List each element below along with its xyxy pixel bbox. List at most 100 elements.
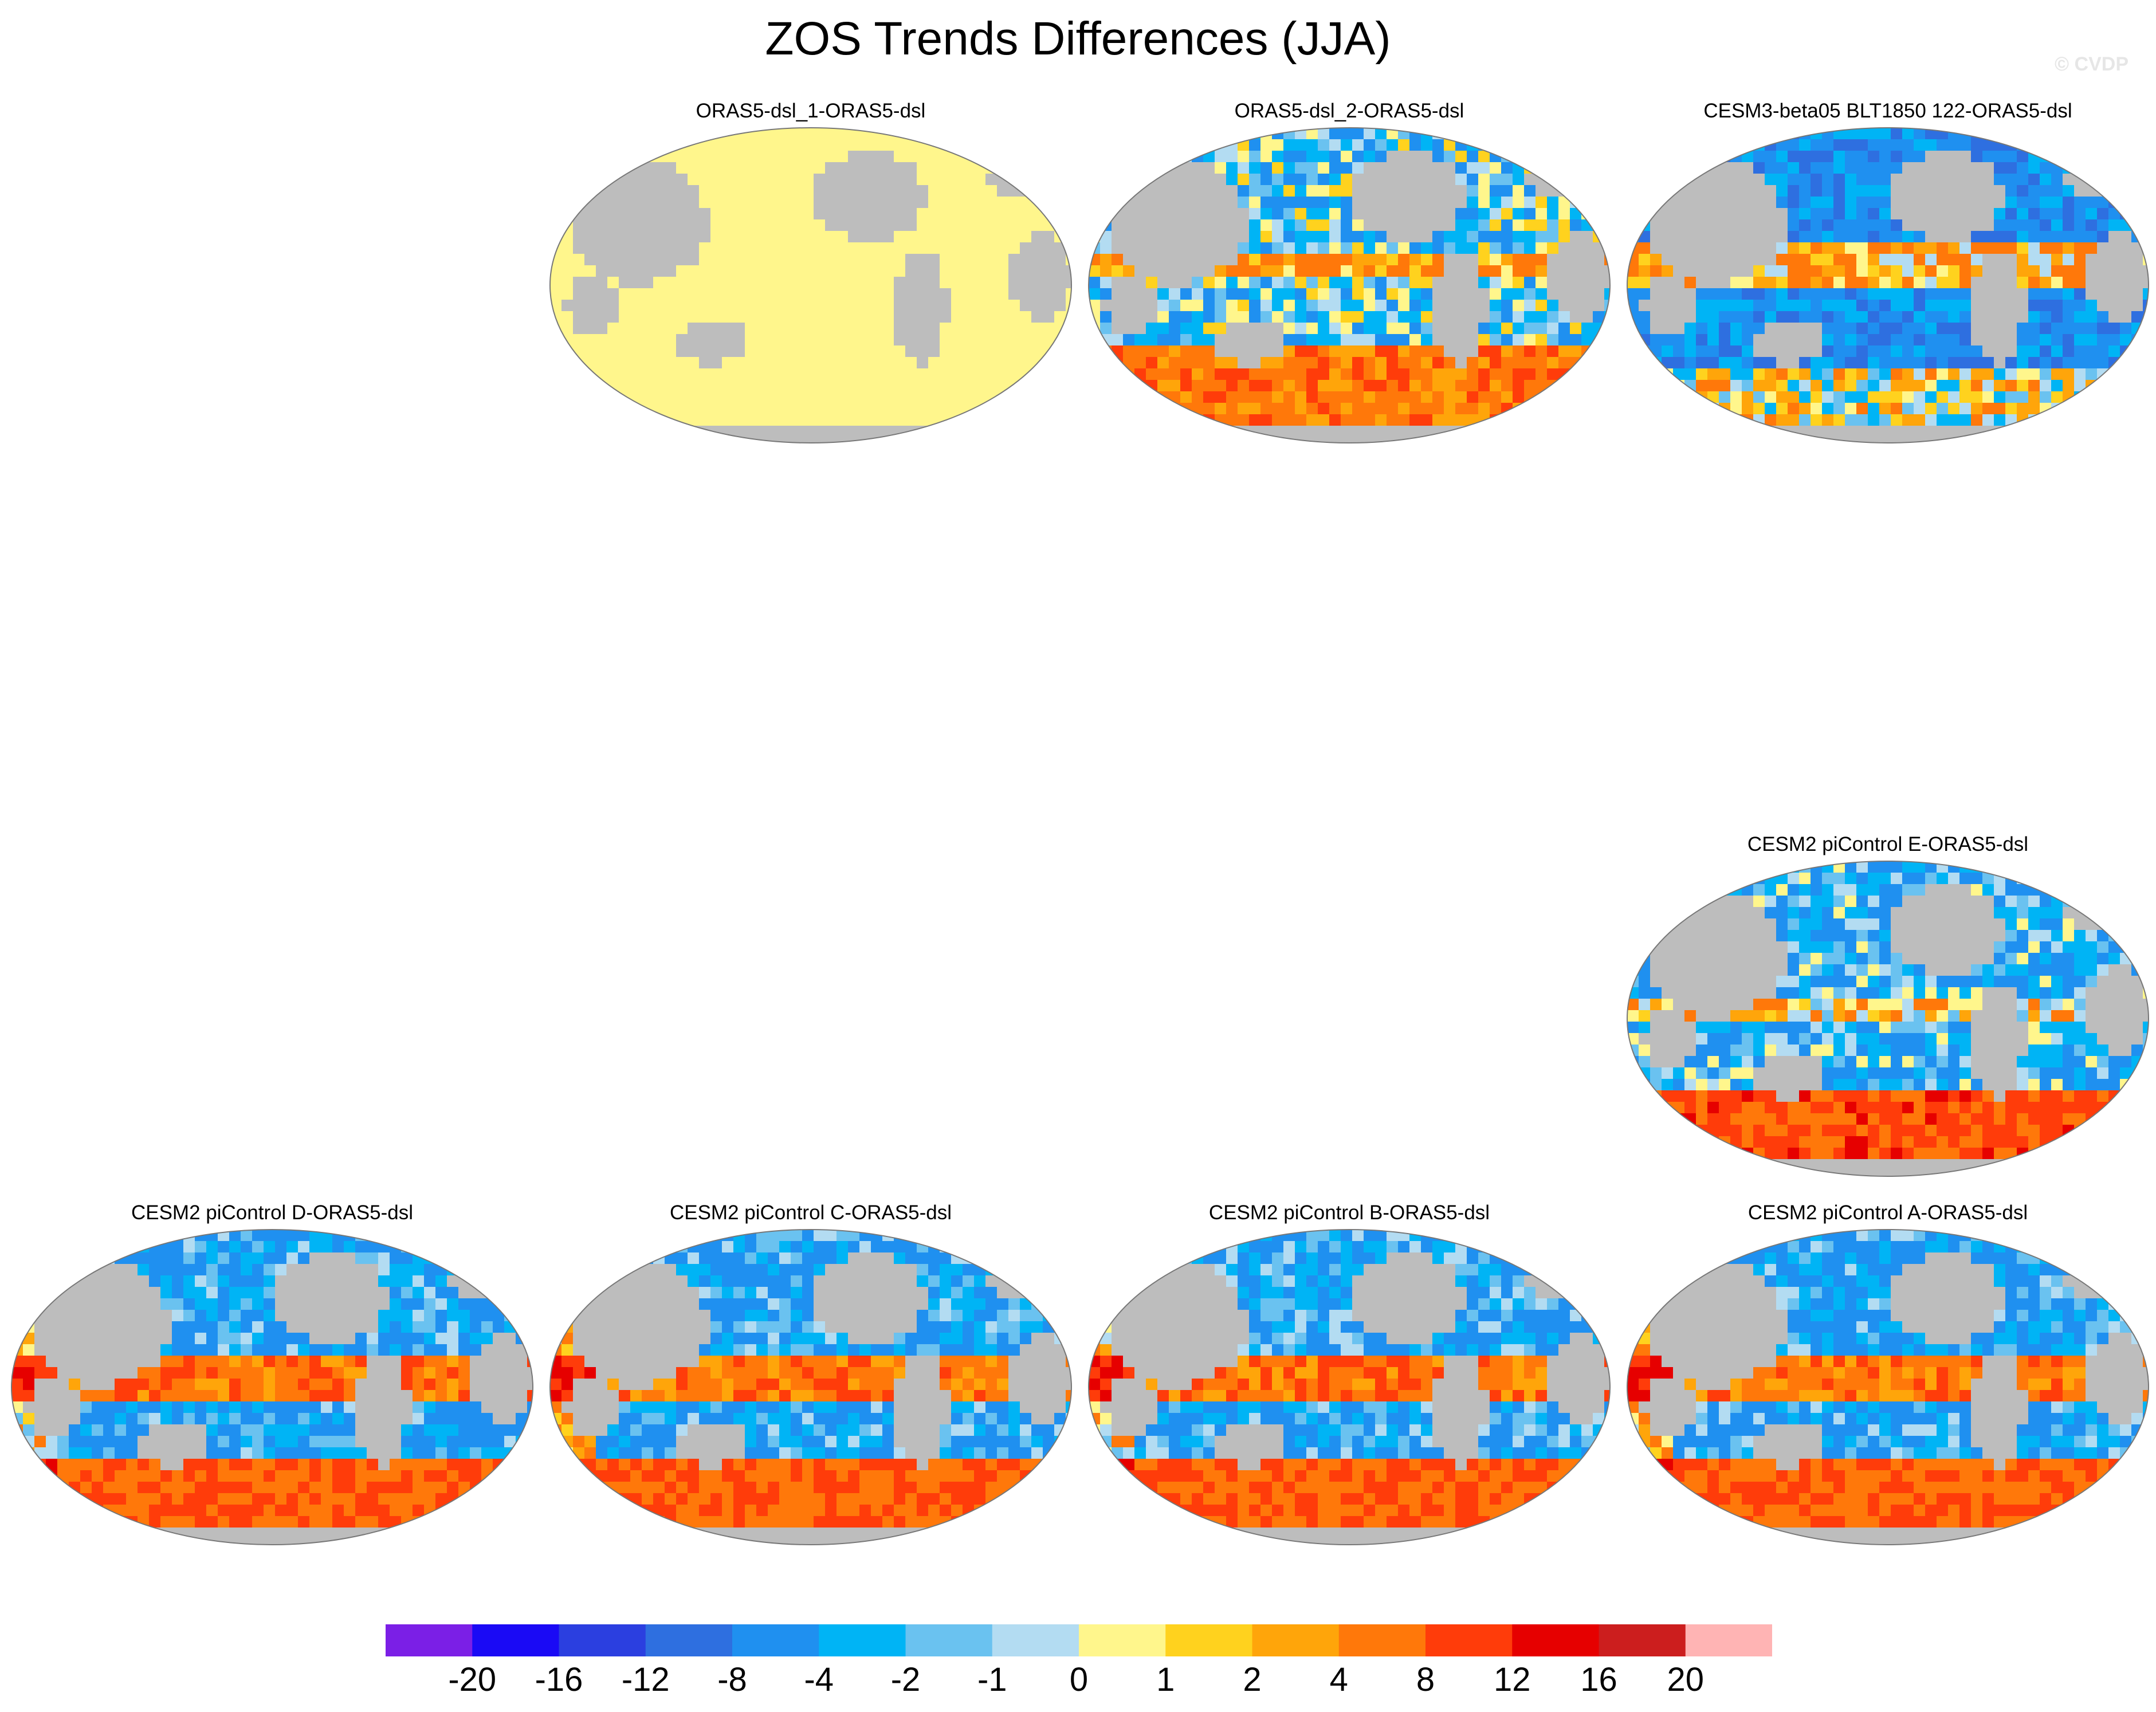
ocean-cell [1868, 987, 1880, 999]
land-cell [1948, 930, 1960, 942]
ocean-cell [1925, 1033, 1937, 1045]
ocean-cell [1318, 277, 1330, 289]
ocean-cell [2120, 1090, 2132, 1102]
ocean-cell [653, 128, 665, 140]
ocean-cell [2143, 1113, 2149, 1125]
ocean-cell [1387, 391, 1399, 403]
land-cell [1948, 884, 1960, 896]
ocean-cell [1948, 1045, 1960, 1057]
ocean-cell [917, 174, 929, 186]
ocean-cell [1788, 311, 1800, 323]
ocean-cell [642, 128, 654, 140]
ocean-cell [1593, 403, 1605, 415]
ocean-cell [665, 403, 677, 415]
ocean-cell [1948, 334, 1960, 346]
ocean-cell [1914, 1022, 1926, 1034]
ocean-cell [1937, 987, 1949, 999]
ocean-cell [1192, 139, 1204, 151]
ocean-cell [1811, 976, 1823, 988]
land-cell [1421, 151, 1433, 163]
land-cell [825, 162, 837, 174]
ocean-cell [2086, 1102, 2098, 1114]
ocean-cell [1822, 1102, 1834, 1114]
land-cell [1730, 964, 1742, 976]
ocean-cell [1856, 896, 1868, 908]
land-cell [2097, 277, 2109, 289]
ocean-cell [1799, 1102, 1811, 1114]
land-cell [1467, 345, 1479, 358]
ocean-cell [1811, 403, 1823, 415]
ocean-cell [722, 288, 734, 300]
land-cell [1753, 174, 1765, 186]
ocean-cell [1948, 1102, 1960, 1114]
ocean-cell [2005, 380, 2017, 392]
land-cell [1959, 964, 1972, 976]
land-cell [1570, 254, 1582, 266]
ocean-cell [1020, 219, 1032, 231]
land-cell [1684, 219, 1696, 231]
ocean-cell [1146, 128, 1158, 140]
ocean-cell [1937, 357, 1949, 369]
ocean-cell [1513, 219, 1525, 231]
ocean-cell [1409, 380, 1421, 392]
ocean-cell [951, 208, 963, 220]
ocean-cell [1513, 345, 1525, 358]
ocean-cell [1283, 380, 1295, 392]
land-cell [1673, 231, 1685, 243]
ocean-cell [2028, 185, 2040, 197]
ocean-cell [825, 265, 837, 277]
land-cell [1707, 953, 1719, 965]
ocean-cell [1742, 861, 1754, 873]
ocean-cell [2051, 976, 2063, 988]
ocean-cell [2040, 254, 2052, 266]
ocean-cell [1811, 999, 1823, 1011]
ocean-cell [848, 254, 860, 266]
land-cell [1169, 208, 1181, 220]
ocean-cell [2074, 884, 2086, 896]
land-cell [1558, 174, 1570, 186]
ocean-cell [1112, 128, 1124, 140]
ocean-cell [1112, 151, 1124, 163]
ocean-cell [1879, 976, 1891, 988]
ocean-cell [1604, 128, 1610, 140]
land-cell [1581, 162, 1593, 174]
ocean-cell [1788, 907, 1800, 919]
ocean-cell [1409, 288, 1421, 300]
ocean-cell [1719, 1022, 1731, 1034]
ocean-cell [2051, 1125, 2063, 1137]
ocean-cell [1547, 139, 1559, 151]
ocean-cell [596, 334, 608, 346]
land-cell [1765, 345, 1777, 358]
ocean-cell [1123, 334, 1135, 346]
ocean-cell [2063, 1090, 2075, 1102]
land-cell [1134, 323, 1146, 335]
ocean-cell [791, 242, 803, 254]
ocean-cell [1627, 208, 1639, 220]
ocean-cell [1306, 185, 1318, 197]
land-cell [1776, 1056, 1788, 1068]
land-cell [1547, 437, 1559, 443]
land-cell [1375, 437, 1387, 443]
ocean-cell [1272, 357, 1284, 369]
ocean-cell [1604, 345, 1610, 358]
ocean-cell [1799, 128, 1811, 140]
land-cell [1650, 197, 1662, 209]
land-cell [1971, 1010, 1983, 1022]
ocean-cell [1570, 426, 1582, 438]
ocean-cell [2086, 930, 2098, 942]
ocean-cell [2040, 1010, 2052, 1022]
ocean-cell [2086, 1056, 2098, 1068]
ocean-cell [2063, 345, 2075, 358]
land-cell [1043, 231, 1055, 243]
ocean-cell [1375, 380, 1387, 392]
ocean-cell [1398, 345, 1410, 358]
ocean-cell [1375, 403, 1387, 415]
ocean-cell [1650, 987, 1662, 999]
ocean-cell [1914, 357, 1926, 369]
ocean-cell [1524, 345, 1536, 358]
ocean-cell [1937, 1045, 1949, 1057]
ocean-cell [1868, 208, 1880, 220]
ocean-cell [1570, 219, 1582, 231]
ocean-cell [2040, 162, 2052, 174]
land-cell [1169, 185, 1181, 197]
